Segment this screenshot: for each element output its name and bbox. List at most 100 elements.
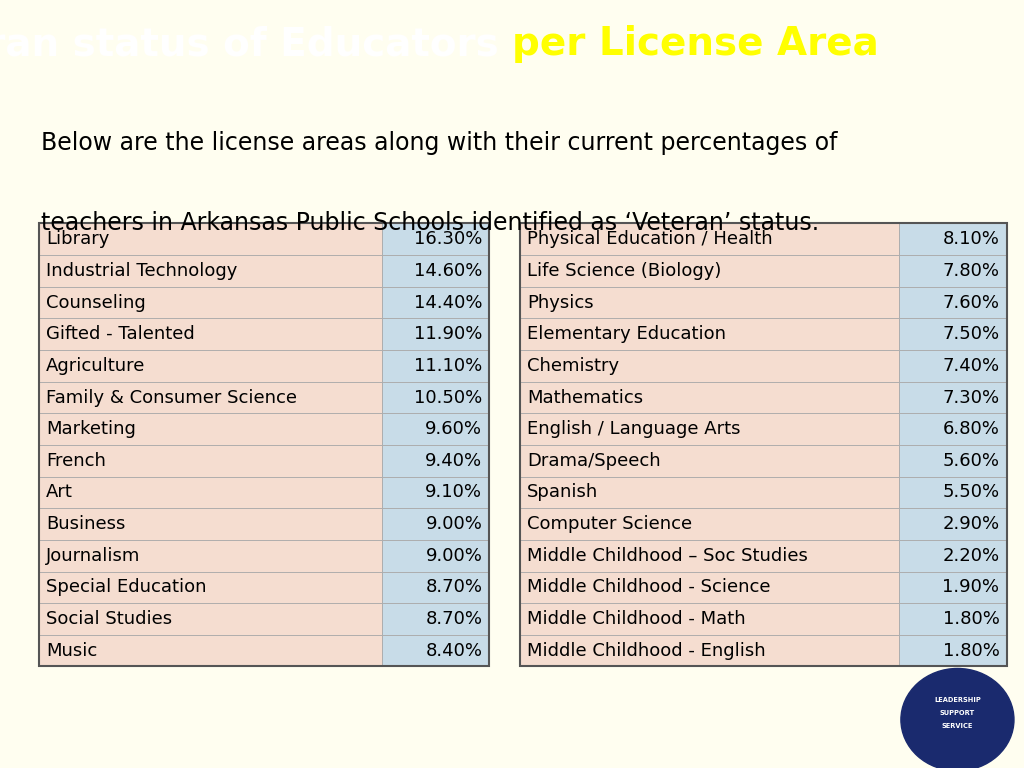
Text: Industrial Technology: Industrial Technology [46,262,238,280]
Bar [520,603,899,635]
Bar [39,413,382,445]
Text: 1.90%: 1.90% [942,578,999,597]
Text: 2.90%: 2.90% [942,515,999,533]
Bar [899,603,1007,635]
Text: SUPPORT: SUPPORT [940,710,975,716]
Bar [382,286,489,319]
Bar [39,445,382,477]
Text: 7.40%: 7.40% [942,357,999,375]
Text: 7.30%: 7.30% [942,389,999,406]
Text: Art: Art [46,483,73,502]
Text: Family & Consumer Science: Family & Consumer Science [46,389,297,406]
Bar [382,382,489,413]
Bar [39,540,382,571]
Bar [39,382,382,413]
Text: Physical Education / Health: Physical Education / Health [527,230,773,248]
Bar [382,508,489,540]
Bar [382,319,489,350]
Bar [520,571,899,603]
Bar [899,540,1007,571]
Bar [520,635,899,667]
Bar [39,477,382,508]
Text: 14.60%: 14.60% [414,262,482,280]
Text: Physics: Physics [527,293,594,312]
Bar [520,382,899,413]
Text: 9.00%: 9.00% [425,515,482,533]
Bar [899,286,1007,319]
Text: 5.60%: 5.60% [942,452,999,470]
Text: Veteran status of Educators: Veteran status of Educators [0,25,512,63]
Bar [520,477,899,508]
Text: 8.10%: 8.10% [942,230,999,248]
Text: 1.80%: 1.80% [942,641,999,660]
Bar [899,319,1007,350]
Bar [39,508,382,540]
Text: Middle Childhood - Math: Middle Childhood - Math [527,610,746,628]
Bar [520,286,899,319]
Bar [39,223,382,255]
Text: 9.60%: 9.60% [425,420,482,439]
Bar [520,319,899,350]
Text: 1.80%: 1.80% [942,610,999,628]
Bar [382,571,489,603]
Text: Business: Business [46,515,126,533]
Text: Library: Library [46,230,110,248]
Text: Mathematics: Mathematics [527,389,643,406]
Text: English / Language Arts: English / Language Arts [527,420,740,439]
Bar [39,603,382,635]
Text: Computer Science: Computer Science [527,515,692,533]
Text: per License Area: per License Area [512,25,879,63]
Text: Below are the license areas along with their current percentages of: Below are the license areas along with t… [41,131,838,155]
Text: Chemistry: Chemistry [527,357,620,375]
Bar [520,223,899,255]
Text: 11.10%: 11.10% [414,357,482,375]
Bar [39,286,382,319]
Text: Marketing: Marketing [46,420,136,439]
Bar [39,350,382,382]
Text: Life Science (Biology): Life Science (Biology) [527,262,722,280]
Bar [899,571,1007,603]
Bar [899,413,1007,445]
Bar [520,350,899,382]
Text: 11.90%: 11.90% [414,325,482,343]
Text: Middle Childhood - Science: Middle Childhood - Science [527,578,771,597]
Bar [382,540,489,571]
Text: 9.40%: 9.40% [425,452,482,470]
Bar [520,413,899,445]
Bar [382,223,489,255]
Text: 9.10%: 9.10% [425,483,482,502]
Bar [39,571,382,603]
Text: Special Education: Special Education [46,578,207,597]
Text: 2.20%: 2.20% [942,547,999,564]
Text: Elementary Education: Elementary Education [527,325,726,343]
Text: Music: Music [46,641,97,660]
Bar [382,255,489,286]
Circle shape [901,668,1014,768]
Text: 8.70%: 8.70% [425,578,482,597]
Text: 8.40%: 8.40% [425,641,482,660]
Bar [39,319,382,350]
Text: Gifted - Talented: Gifted - Talented [46,325,195,343]
Bar [39,255,382,286]
Text: 6.80%: 6.80% [942,420,999,439]
Bar [39,223,489,667]
Text: French: French [46,452,105,470]
Bar [899,350,1007,382]
Text: LEADERSHIP: LEADERSHIP [934,697,981,703]
Bar [899,255,1007,286]
Text: Social Studies: Social Studies [46,610,172,628]
Text: Middle Childhood - English: Middle Childhood - English [527,641,766,660]
Bar [899,382,1007,413]
Text: Journalism: Journalism [46,547,140,564]
Text: 14.40%: 14.40% [414,293,482,312]
Text: 16.30%: 16.30% [414,230,482,248]
Text: 10.50%: 10.50% [414,389,482,406]
Text: 7.50%: 7.50% [942,325,999,343]
Text: 7.80%: 7.80% [942,262,999,280]
Text: 8.70%: 8.70% [425,610,482,628]
Text: SERVICE: SERVICE [942,723,973,730]
Bar [899,635,1007,667]
Bar [899,445,1007,477]
Bar [520,255,899,286]
Bar [39,635,382,667]
